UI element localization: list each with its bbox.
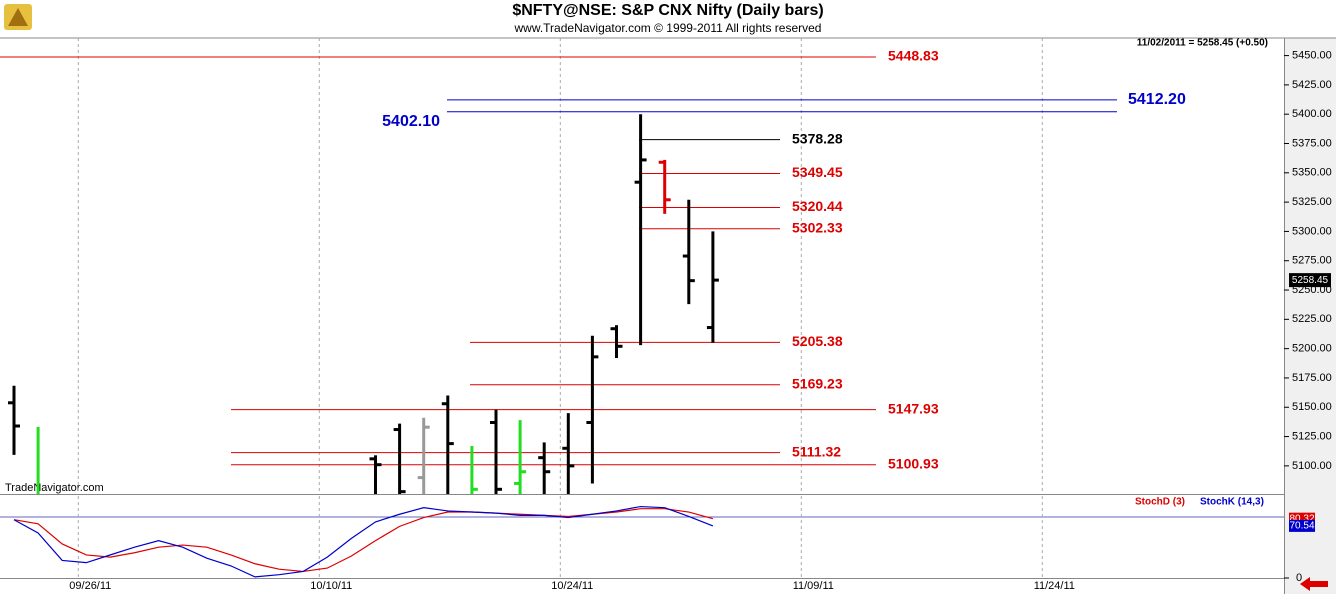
level-label: 5100.93 [888,455,939,471]
level-label: 5111.32 [792,443,841,459]
value-label: 80.32 [1289,513,1314,524]
y-tick-label: 5300.00 [1292,225,1332,237]
chart-subtitle: www.TradeNavigator.com © 1999-2011 All r… [514,21,822,35]
y-tick-label: 5150.00 [1292,401,1332,413]
level-label: 5349.45 [792,164,843,180]
level-label: 5448.83 [888,48,939,64]
last-price-box [1289,273,1331,288]
level-label: 5402.10 [382,113,440,130]
y-tick-label: 5325.00 [1292,196,1332,208]
value-box [1289,519,1315,532]
level-label: 5205.38 [792,333,843,349]
x-tick-label: 10/10/11 [310,580,352,592]
y-tick-label: 5425.00 [1292,79,1332,91]
y-tick-label: 5450.00 [1292,49,1332,61]
level-label: 5378.28 [792,130,843,146]
x-tick-label: 09/26/11 [69,580,111,592]
y-tick-label: 5225.00 [1292,313,1332,325]
level-label: 5412.20 [1128,91,1186,108]
level-label: 5320.44 [792,198,843,214]
watermark: TradeNavigator.com [5,482,104,494]
legend-entry: StochD (3) [1135,497,1185,508]
level-label: 5147.93 [888,400,939,416]
labels: 09/26/11 10/10/11 10/24/11 11/09/11 11/24/11… [69,48,1331,592]
chart-title: $NFTY@NSE: S&P CNX Nifty (Daily bars) [512,2,823,19]
value-label: 70.54 [1289,521,1314,532]
scroll-arrow[interactable] [1300,577,1328,591]
quote: 11/02/2011 = 5258.45 (+0.50) [1137,38,1268,49]
y-tick-label: 5400.00 [1292,108,1332,120]
price-panel [0,38,1117,494]
axis-area [1284,38,1336,594]
y-tick-label: 5100.00 [1292,460,1332,472]
y-tick-label: 0 [1296,572,1302,584]
stoch-line [13,505,714,578]
y-tick-label: 5175.00 [1292,372,1332,384]
y-tick-label: 5275.00 [1292,255,1332,267]
x-tick-label: 10/24/11 [551,580,593,592]
y-tick-label: 5375.00 [1292,137,1332,149]
legend-entry: StochK (14,3) [1200,497,1264,508]
last-price: 5258.45 [1292,275,1329,286]
stoch-line [13,508,714,573]
y-tick-label: 5125.00 [1292,430,1332,442]
y-tick-label: 5350.00 [1292,167,1332,179]
y-tick-label: 5200.00 [1292,343,1332,355]
stoch-panel [13,496,1043,578]
level-label: 5302.33 [792,219,843,235]
logo [4,4,32,30]
x-tick-label: 11/24/11 [1034,580,1075,592]
x-tick-label: 11/09/11 [793,580,834,592]
level-label: 5169.23 [792,375,843,391]
